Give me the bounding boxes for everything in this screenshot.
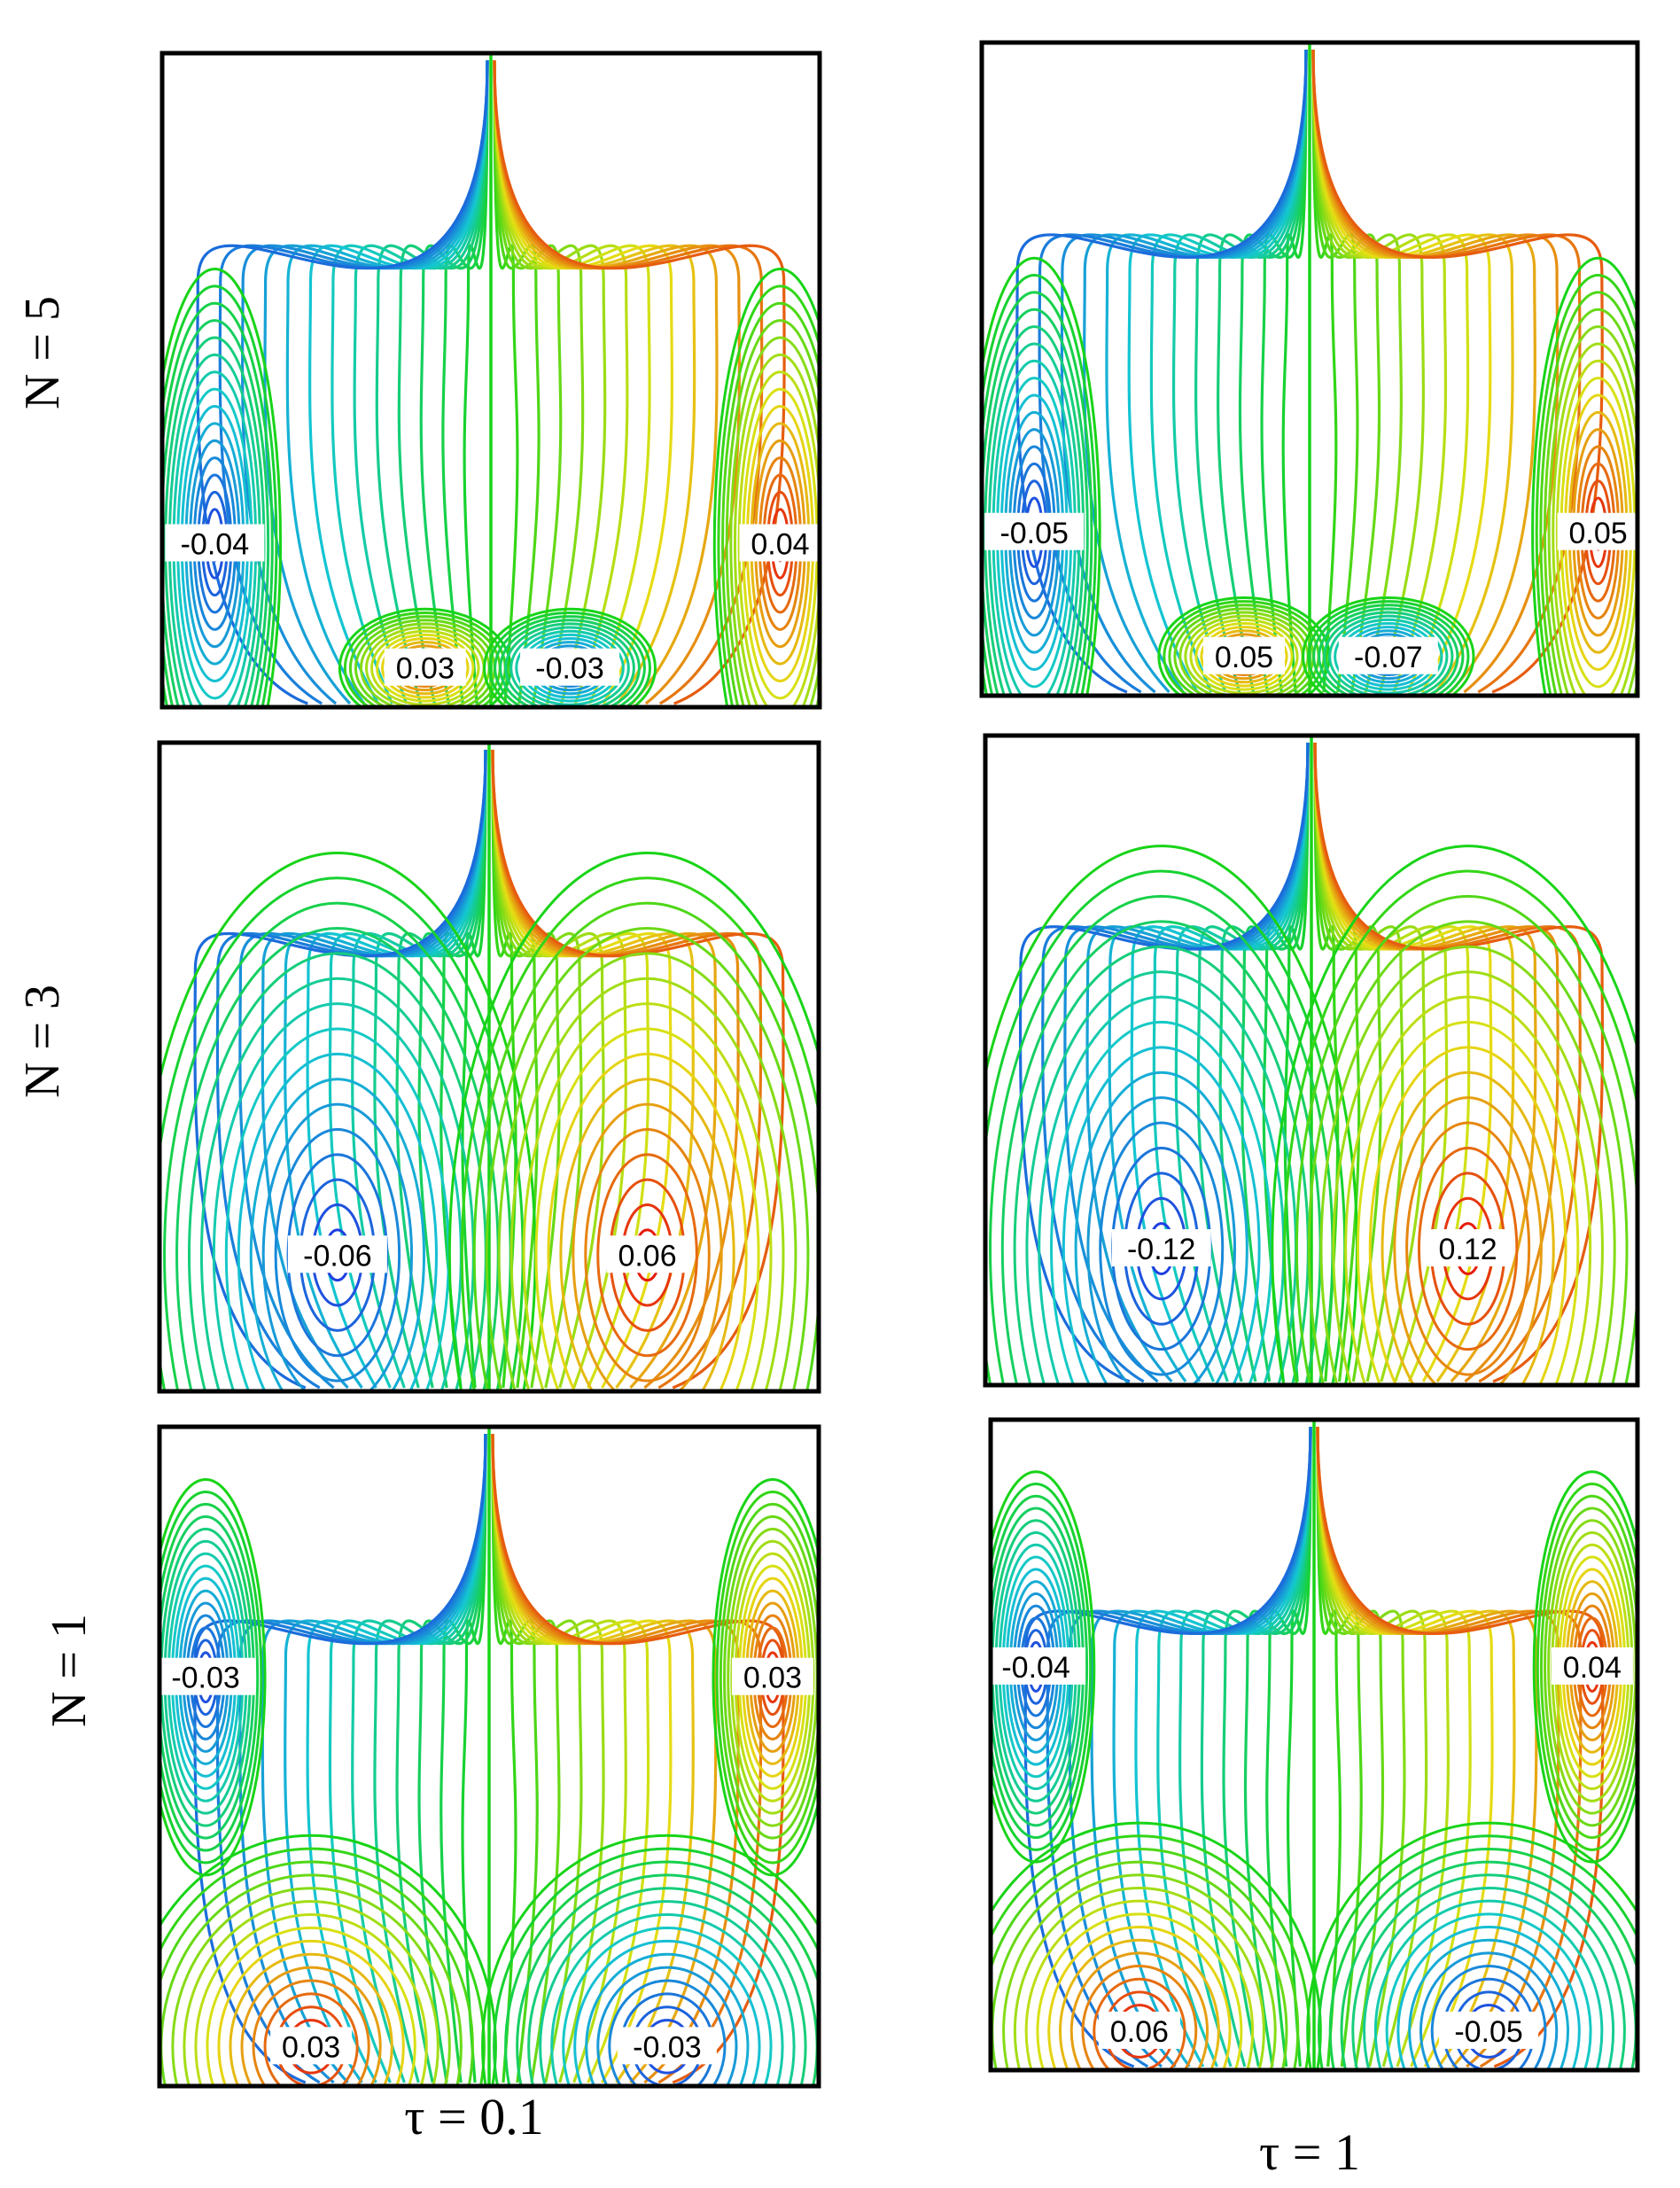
contour-label-bg bbox=[165, 524, 265, 562]
contour-label-bg bbox=[520, 648, 620, 686]
vortex-cell: 0.05 bbox=[1531, 256, 1637, 696]
contour-label-bg bbox=[739, 524, 820, 562]
contour-label: -0.05 bbox=[1454, 2015, 1523, 2049]
row-label-n1: N = 1 bbox=[42, 1614, 97, 1727]
vortex-cell: -0.07 bbox=[1302, 596, 1475, 696]
vortex-cell: 0.12 bbox=[1271, 845, 1637, 1385]
panel-frame bbox=[159, 51, 822, 710]
vortex-cell: 0.06 bbox=[991, 1821, 1322, 2070]
contour-label: 0.04 bbox=[1563, 1651, 1622, 1685]
column-label-tau-0-1: τ = 0.1 bbox=[404, 2088, 544, 2145]
vortex-cell: 0.06 bbox=[447, 852, 819, 1391]
vortex-cell: 0.04 bbox=[712, 268, 820, 707]
vortex-cell: 0.03 bbox=[712, 1478, 819, 1877]
contour-label-bg bbox=[1427, 1229, 1509, 1267]
contour-label: -0.07 bbox=[1354, 641, 1423, 674]
contour-label: 0.03 bbox=[743, 1662, 802, 1695]
vortex-cell: -0.04 bbox=[162, 268, 283, 707]
vortex-cell: 0.03 bbox=[338, 607, 512, 707]
vortex-cell: -0.03 bbox=[481, 1834, 819, 2086]
contour-label-bg bbox=[617, 2027, 717, 2065]
contour-label-bg bbox=[984, 512, 1085, 550]
panel-frame bbox=[988, 1417, 1640, 2073]
contour-label: -0.03 bbox=[535, 652, 604, 686]
contour-label: 0.03 bbox=[282, 2030, 340, 2064]
contour-label: -0.03 bbox=[171, 1662, 240, 1695]
contour-label: -0.04 bbox=[1001, 1651, 1070, 1685]
contour-label-bg bbox=[1098, 2011, 1180, 2049]
contour-label: 0.05 bbox=[1569, 517, 1628, 550]
contour-label-bg bbox=[384, 648, 466, 686]
contour-label: -0.05 bbox=[999, 517, 1069, 550]
contour-label: -0.06 bbox=[303, 1239, 372, 1273]
contour-label: -0.04 bbox=[181, 528, 250, 562]
panel-frame bbox=[157, 1424, 821, 2089]
contour-label: 0.03 bbox=[396, 652, 455, 686]
contour-label: -0.12 bbox=[1127, 1233, 1196, 1266]
contour-label: 0.04 bbox=[751, 528, 809, 562]
panel-n-1-1: -0.04 0.04 0.06 -0.05 bbox=[988, 1417, 1640, 2073]
panel-frame bbox=[983, 733, 1640, 1388]
panel-n-3-0-1: -0.06 0.06 bbox=[157, 740, 821, 1394]
vortex-cell: -0.03 bbox=[483, 607, 657, 707]
contour-label: 0.06 bbox=[618, 1239, 676, 1273]
panel-n-5-0-1: -0.04 0.04 0.03 -0.03 bbox=[159, 51, 822, 710]
contour-label-bg bbox=[1557, 512, 1637, 550]
vortex-cell: -0.05 bbox=[1306, 1821, 1637, 2070]
contour-label-bg bbox=[270, 2027, 353, 2065]
row-label-n3: N = 3 bbox=[15, 985, 70, 1098]
panel-frame bbox=[979, 40, 1640, 698]
contour-label: 0.12 bbox=[1439, 1233, 1497, 1266]
vortex-cell: 0.04 bbox=[1532, 1470, 1637, 1864]
contour-label-bg bbox=[991, 1647, 1086, 1685]
contour-label-bg bbox=[1203, 636, 1285, 674]
vortex-cell: -0.05 bbox=[982, 256, 1101, 696]
panel-n-5-1: -0.05 0.05 0.05 -0.07 bbox=[979, 40, 1640, 698]
column-label-tau-1: τ = 1 bbox=[1259, 2123, 1360, 2181]
panel-n-1-0-1: -0.03 0.03 0.03 -0.03 bbox=[157, 1424, 821, 2089]
outer-streamlines bbox=[193, 749, 785, 1390]
contour-label-bg bbox=[731, 1657, 813, 1695]
vortex-cell: -0.12 bbox=[985, 845, 1358, 1385]
vortex-cell: -0.03 bbox=[159, 1478, 267, 1877]
panel-n-3-1: -0.12 0.12 bbox=[983, 733, 1640, 1388]
outer-streamlines bbox=[1018, 742, 1605, 1383]
contour-label-bg bbox=[287, 1235, 387, 1273]
contour-label: 0.05 bbox=[1215, 641, 1273, 674]
contour-label-bg bbox=[1111, 1229, 1211, 1267]
contour-label-bg bbox=[1338, 636, 1438, 674]
contour-label-bg bbox=[606, 1235, 688, 1273]
contour-label: 0.06 bbox=[1110, 2015, 1169, 2049]
outer-streamlines bbox=[1023, 1426, 1605, 2068]
contour-label-bg bbox=[1551, 1647, 1633, 1685]
contour-label-bg bbox=[159, 1657, 256, 1695]
panel-frame bbox=[157, 740, 821, 1394]
row-label-n5: N = 5 bbox=[15, 296, 70, 409]
contour-label-bg bbox=[1439, 2011, 1539, 2049]
contour-label: -0.03 bbox=[633, 2030, 702, 2064]
vortex-cell: -0.04 bbox=[991, 1470, 1096, 1864]
